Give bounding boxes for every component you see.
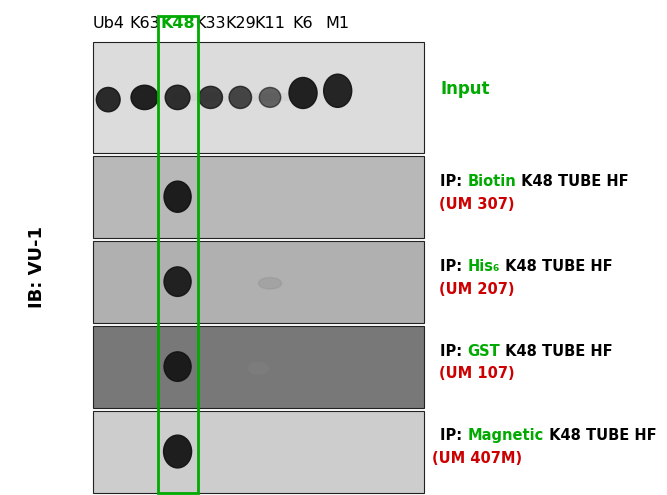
Text: M1: M1 xyxy=(325,16,350,31)
Ellipse shape xyxy=(259,278,281,289)
Text: GST: GST xyxy=(468,344,500,358)
Text: Biotin: Biotin xyxy=(468,174,516,189)
Text: IP:: IP: xyxy=(440,429,468,444)
Bar xyxy=(157,16,197,493)
Text: K48 TUBE HF: K48 TUBE HF xyxy=(500,344,613,358)
Ellipse shape xyxy=(164,352,191,381)
Text: (UM 407M): (UM 407M) xyxy=(432,451,522,466)
Text: IP:: IP: xyxy=(440,344,468,358)
Ellipse shape xyxy=(229,86,251,108)
Ellipse shape xyxy=(96,88,120,112)
Text: Magnetic: Magnetic xyxy=(468,429,544,444)
Text: K29: K29 xyxy=(225,16,255,31)
Text: K33: K33 xyxy=(195,16,226,31)
Text: K63: K63 xyxy=(129,16,160,31)
Bar xyxy=(93,326,424,407)
Text: IP:: IP: xyxy=(440,258,468,274)
Ellipse shape xyxy=(249,362,268,374)
Text: K11: K11 xyxy=(255,16,285,31)
Bar xyxy=(93,410,424,493)
Text: (UM 107): (UM 107) xyxy=(439,366,515,382)
Ellipse shape xyxy=(199,86,223,108)
Ellipse shape xyxy=(165,85,190,109)
Ellipse shape xyxy=(323,74,352,107)
Ellipse shape xyxy=(289,78,317,108)
Text: Ub4: Ub4 xyxy=(92,16,124,31)
Text: (UM 207): (UM 207) xyxy=(439,282,515,297)
Ellipse shape xyxy=(259,88,281,107)
Text: K48: K48 xyxy=(160,16,195,31)
Text: (UM 307): (UM 307) xyxy=(439,197,515,211)
Text: K48 TUBE HF: K48 TUBE HF xyxy=(544,429,656,444)
Ellipse shape xyxy=(164,181,191,212)
Text: IB: VU-1: IB: VU-1 xyxy=(28,226,45,308)
Text: IP:: IP: xyxy=(440,174,468,189)
Text: K6: K6 xyxy=(293,16,313,31)
Text: K48 TUBE HF: K48 TUBE HF xyxy=(516,174,629,189)
Ellipse shape xyxy=(164,267,191,297)
Ellipse shape xyxy=(163,435,191,468)
Bar xyxy=(93,241,424,323)
Text: K48 TUBE HF: K48 TUBE HF xyxy=(500,258,612,274)
Bar xyxy=(93,156,424,238)
Text: Input: Input xyxy=(440,80,490,98)
Text: His₆: His₆ xyxy=(468,258,500,274)
Ellipse shape xyxy=(131,85,158,109)
Bar xyxy=(93,42,424,153)
